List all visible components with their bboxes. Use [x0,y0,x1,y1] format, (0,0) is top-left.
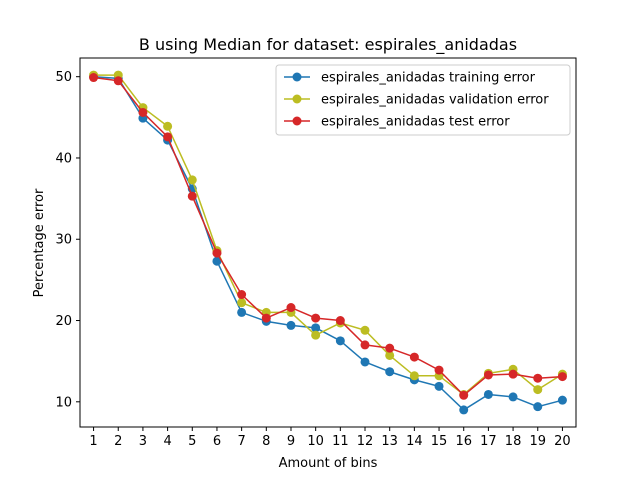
data-point-s2-0 [89,73,99,83]
axes: 1 2 3 4 5 6 7 8 9 10 11 12 13 14 15 16 17 18 19 20102030405… [55,57,577,449]
x-tick-label-15: 16 [455,434,472,449]
x-axis-title: Amount of bins [279,456,378,471]
data-point-s2-17 [508,369,518,379]
data-point-s2-7 [261,313,271,323]
y-tick-label-2: 30 [55,233,72,248]
data-point-s0-14 [434,381,444,391]
x-tick-label-11: 12 [357,434,374,449]
data-point-s1-18 [533,385,543,395]
data-point-s2-13 [409,352,419,362]
data-point-s0-8 [286,320,296,330]
x-tick-label-5: 6 [213,434,221,449]
data-point-s2-4 [187,191,197,201]
data-point-s2-10 [335,316,345,326]
legend-marker-1 [292,94,302,104]
data-point-s2-15 [459,390,469,400]
x-tick-label-4: 5 [188,434,196,449]
x-tick-label-0: 1 [89,434,97,449]
x-tick-label-2: 3 [139,434,147,449]
x-tick-label-8: 9 [287,434,295,449]
legend-label-0: espirales_anidadas training error [321,71,536,86]
chart-title: B using Median for dataset: espirales_an… [139,35,517,55]
legend-label-1: espirales_anidadas validation error [321,93,549,108]
axes-frame [79,57,577,428]
data-point-s2-3 [163,132,173,142]
data-point-s0-18 [533,402,543,412]
data-point-s2-1 [113,76,123,86]
data-point-s2-16 [483,370,493,380]
data-point-s0-10 [335,336,345,346]
data-point-s1-6 [237,298,247,308]
data-point-s0-12 [385,367,395,377]
data-point-s2-9 [311,313,321,323]
data-point-s0-9 [311,323,321,333]
data-point-s1-12 [385,350,395,360]
legend: espirales_anidadas training error espiral… [275,64,571,136]
data-point-s1-11 [360,325,370,335]
data-point-s1-9 [311,330,321,340]
data-point-s0-19 [557,395,567,405]
data-point-s0-17 [508,392,518,402]
data-point-s2-19 [557,372,567,382]
data-point-s2-8 [286,303,296,313]
x-tick-label-1: 2 [114,434,122,449]
legend-label-2: espirales_anidadas test error [321,115,510,130]
y-tick-label-3: 40 [55,151,72,166]
data-point-s2-6 [237,290,247,300]
data-point-s2-2 [138,107,148,117]
series-line-2 [93,76,563,397]
legend-marker-2 [292,116,302,126]
data-point-s2-11 [360,340,370,350]
x-tick-label-16: 17 [480,434,497,449]
x-tick-label-10: 11 [332,434,349,449]
x-tick-label-18: 19 [529,434,546,449]
x-tick-label-3: 4 [163,434,171,449]
data-point-s0-6 [237,307,247,317]
data-point-s1-13 [409,371,419,381]
y-tick-label-0: 10 [55,395,72,410]
x-tick-label-14: 15 [431,434,448,449]
x-tick-label-19: 20 [554,434,571,449]
data-point-s2-14 [434,365,444,375]
x-tick-label-12: 13 [381,434,398,449]
y-axis-title: Percentage error [32,188,47,297]
y-tick-label-1: 20 [55,314,72,329]
x-tick-label-7: 8 [262,434,270,449]
data-point-s0-16 [483,389,493,399]
y-tick-label-4: 50 [55,70,72,85]
data-point-s1-4 [187,175,197,185]
data-point-s0-15 [459,405,469,415]
x-tick-label-6: 7 [237,434,245,449]
x-tick-label-13: 14 [406,434,423,449]
legend-box [275,64,571,136]
plot-area [89,70,567,415]
data-point-s1-3 [163,121,173,131]
data-point-s0-11 [360,357,370,367]
data-point-s2-18 [533,373,543,383]
data-point-s2-12 [385,343,395,353]
x-tick-label-9: 10 [307,434,324,449]
data-point-s0-5 [212,256,222,266]
data-point-s2-5 [212,248,222,258]
x-tick-label-17: 18 [505,434,522,449]
legend-marker-0 [292,72,302,82]
